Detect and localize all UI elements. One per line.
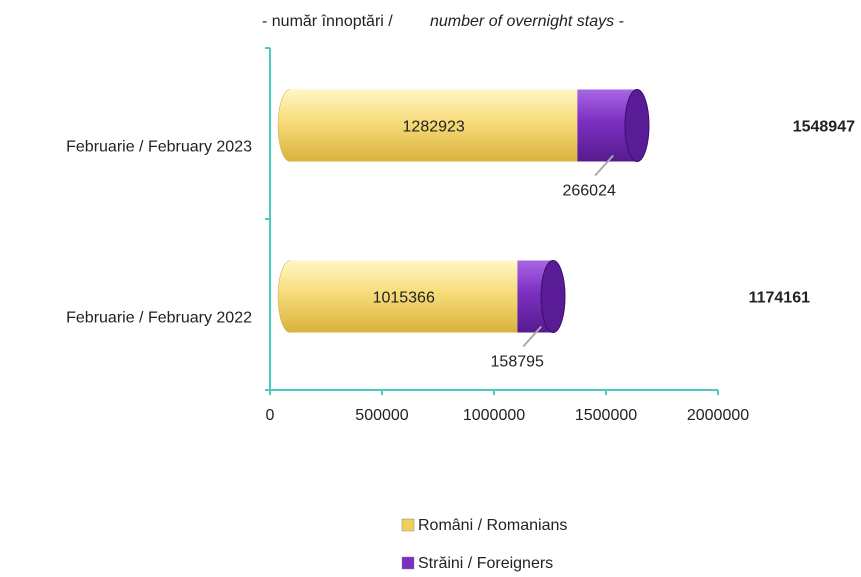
legend-label: Străini / Foreigners bbox=[418, 555, 553, 572]
x-tick-label: 0 bbox=[266, 407, 275, 424]
legend-swatch bbox=[401, 518, 415, 532]
value-label: 158795 bbox=[491, 354, 544, 371]
x-tick-label: 2000000 bbox=[687, 407, 749, 424]
chart-title: - număr înnoptări / bbox=[262, 13, 393, 30]
total-label: 1174161 bbox=[749, 290, 811, 307]
bar-end bbox=[624, 89, 650, 162]
leader-line bbox=[522, 325, 542, 348]
bar-end bbox=[540, 260, 566, 333]
value-label: 266024 bbox=[562, 183, 615, 200]
y-tick-label: Februarie / February 2023 bbox=[66, 139, 252, 156]
value-label: 1015366 bbox=[373, 290, 435, 307]
leader-line bbox=[594, 154, 614, 177]
y-tick-label: Februarie / February 2022 bbox=[66, 310, 252, 327]
x-tick-label: 1500000 bbox=[575, 407, 637, 424]
bar bbox=[290, 89, 578, 162]
x-tick-label: 1000000 bbox=[463, 407, 525, 424]
x-tick-label: 500000 bbox=[355, 407, 408, 424]
bar bbox=[290, 260, 518, 333]
legend-swatch bbox=[401, 556, 415, 570]
total-label: 1548947 bbox=[793, 119, 855, 136]
chart-subtitle: number of overnight stays - bbox=[430, 13, 624, 30]
legend-label: Români / Romanians bbox=[418, 517, 567, 534]
value-label: 1282923 bbox=[403, 119, 465, 136]
